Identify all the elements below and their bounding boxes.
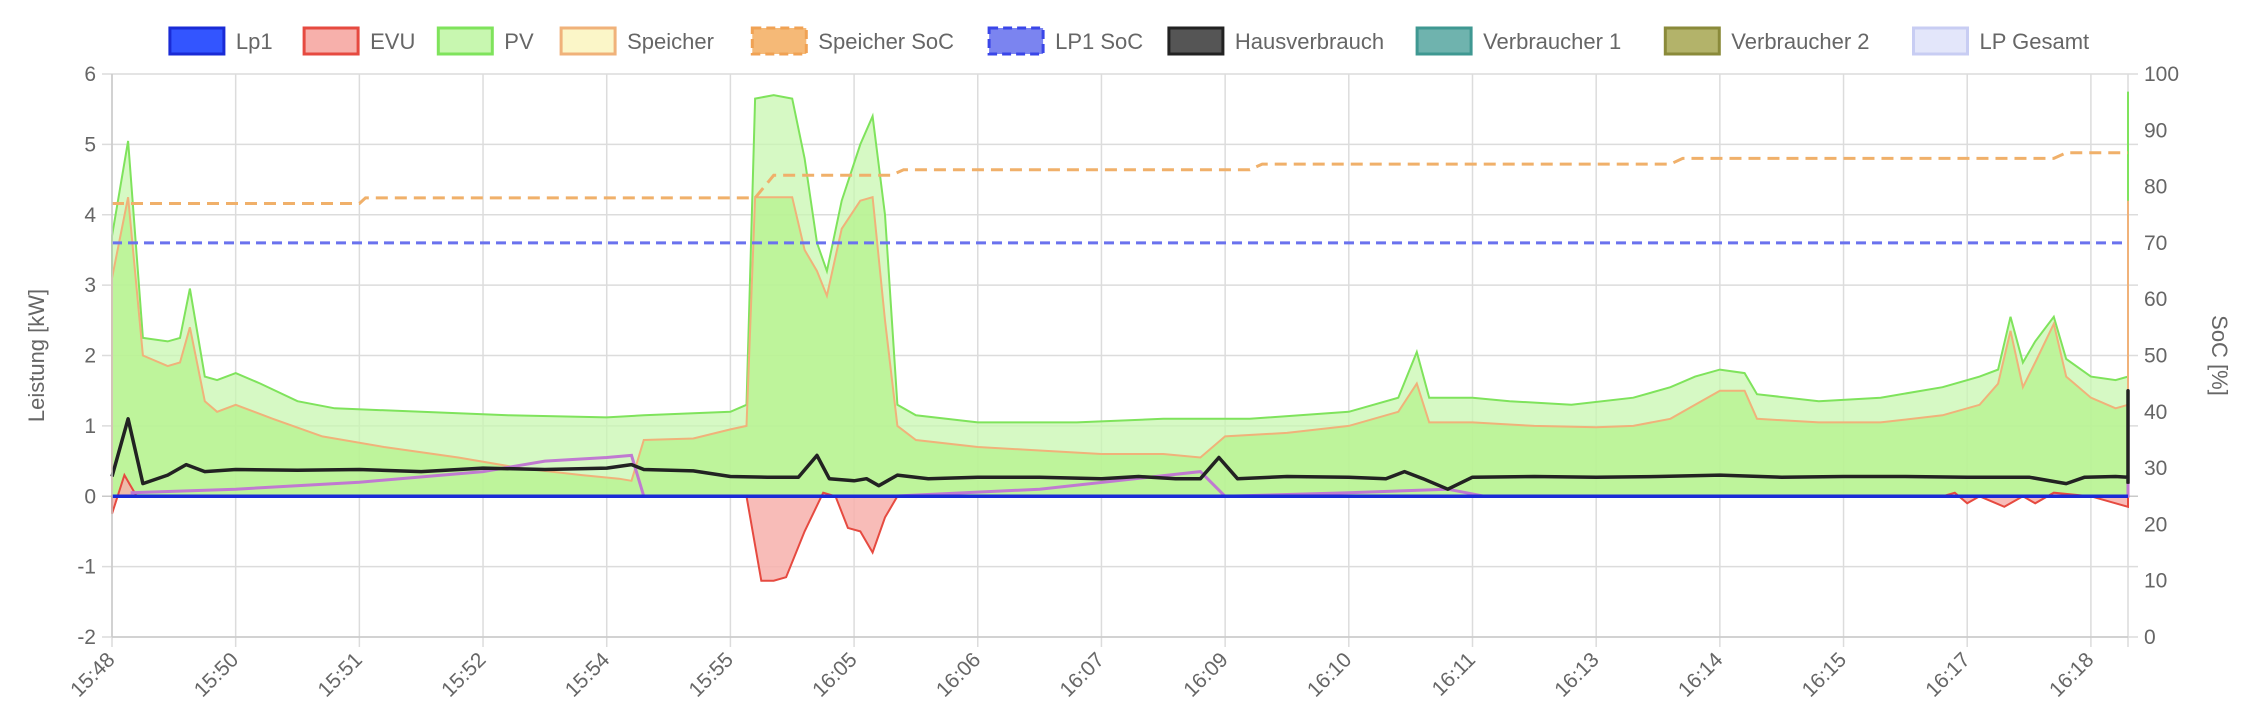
- legend-swatch-lp1_soc: [987, 26, 1045, 56]
- y-right-tick-label: 40: [2144, 401, 2167, 424]
- legend-item-lpg[interactable]: LP Gesamt: [1912, 26, 2090, 56]
- y-right-tick-label: 90: [2144, 119, 2167, 142]
- y-left-tick-label: 6: [84, 63, 96, 86]
- y-right-tick-label: 50: [2144, 345, 2167, 368]
- x-tick-label: 16:10: [1303, 648, 1356, 701]
- y-right-tick-label: 60: [2144, 288, 2167, 311]
- y-right-tick-label: 70: [2144, 232, 2167, 255]
- legend-swatch-evu: [302, 26, 360, 56]
- x-tick-label: 16:11: [1428, 648, 1480, 700]
- x-tick-label: 15:51: [313, 648, 366, 701]
- legend-item-v2[interactable]: Verbraucher 2: [1663, 26, 1870, 56]
- y-right-tick-label: 0: [2144, 626, 2156, 649]
- legend-label-speicher_soc: Speicher SoC: [818, 29, 954, 54]
- legend-swatch-v2: [1663, 26, 1721, 56]
- y-left-tick-label: -2: [77, 626, 96, 649]
- x-tick-label: 16:17: [1921, 648, 1974, 701]
- legend-label-lp1: Lp1: [236, 29, 273, 54]
- x-tick-label: 16:13: [1550, 648, 1603, 701]
- legend-item-evu[interactable]: EVU: [302, 26, 415, 56]
- legend-item-lp1_soc[interactable]: LP1 SoC: [987, 26, 1143, 56]
- legend-item-speicher_soc[interactable]: Speicher SoC: [750, 26, 954, 56]
- legend-item-haus[interactable]: Hausverbrauch: [1167, 26, 1384, 56]
- series-speicher-soc-line: [112, 151, 2128, 205]
- legend-item-speicher[interactable]: Speicher: [559, 26, 714, 56]
- legend-label-evu: EVU: [370, 29, 415, 54]
- y-left-tick-label: 2: [84, 345, 96, 368]
- x-tick-label: 15:54: [561, 648, 615, 702]
- legend-item-pv[interactable]: PV: [436, 26, 534, 56]
- series-speicher-area: [111, 195, 2129, 498]
- y-axis-left-title: Leistung [kW]: [24, 289, 49, 422]
- x-tick-label: 16:18: [2045, 648, 2098, 701]
- legend-label-lp1_soc: LP1 SoC: [1055, 29, 1143, 54]
- legend-swatch-haus: [1167, 26, 1225, 56]
- x-tick-label: 15:52: [437, 648, 490, 701]
- series-hausverbrauch-line: [110, 388, 2130, 491]
- x-tick-label: 15:48: [66, 648, 119, 701]
- legend-swatch-lpg: [1912, 26, 1969, 56]
- x-tick-label: 16:09: [1179, 648, 1232, 701]
- series-layer: [110, 91, 2130, 582]
- legend-swatch-pv: [436, 26, 494, 56]
- legend-swatch-speicher: [559, 26, 617, 56]
- legend-swatch-speicher_soc: [750, 26, 808, 56]
- y-right-tick-label: 10: [2144, 570, 2167, 593]
- gridlines: [102, 73, 2138, 647]
- y-left-tick-label: 5: [84, 133, 96, 156]
- legend-label-v1: Verbraucher 1: [1483, 29, 1621, 54]
- legend-item-v1[interactable]: Verbraucher 1: [1415, 26, 1621, 56]
- y-right-tick-label: 20: [2144, 513, 2167, 536]
- legend-item-lp1[interactable]: Lp1: [168, 26, 273, 56]
- y-axis-right-title: SoC [%]: [2207, 315, 2232, 396]
- legend-label-v2: Verbraucher 2: [1731, 29, 1869, 54]
- x-tick-label: 15:55: [685, 648, 738, 701]
- y-left-tick-label: 1: [84, 415, 96, 438]
- x-tick-label: 16:06: [932, 648, 985, 701]
- y-right-tick-label: 30: [2144, 457, 2167, 480]
- x-tick-label: 16:07: [1056, 648, 1109, 701]
- x-tick-label: 15:50: [190, 648, 243, 701]
- y-left-tick-label: -1: [77, 556, 96, 579]
- x-tick-label: 16:15: [1798, 648, 1851, 701]
- y-left-tick-label: 4: [84, 204, 96, 227]
- legend-label-speicher: Speicher: [627, 29, 714, 54]
- x-tick-label: 16:05: [808, 648, 861, 701]
- y-left-tick-label: 0: [84, 485, 96, 508]
- legend-label-pv: PV: [504, 29, 534, 54]
- x-tick-label: 16:14: [1674, 648, 1728, 702]
- y-right-tick-label: 100: [2144, 63, 2179, 86]
- legend-swatch-v1: [1415, 26, 1473, 56]
- legend-swatch-lp1: [168, 26, 226, 56]
- legend-label-lpg: LP Gesamt: [1980, 29, 2090, 54]
- legend-label-haus: Hausverbrauch: [1235, 29, 1384, 54]
- y-left-tick-label: 3: [84, 274, 96, 297]
- y-right-tick-label: 80: [2144, 176, 2167, 199]
- legend[interactable]: Lp1 EVU PV Speicher Speicher SoC LP1 SoC Hausv…: [168, 26, 2090, 56]
